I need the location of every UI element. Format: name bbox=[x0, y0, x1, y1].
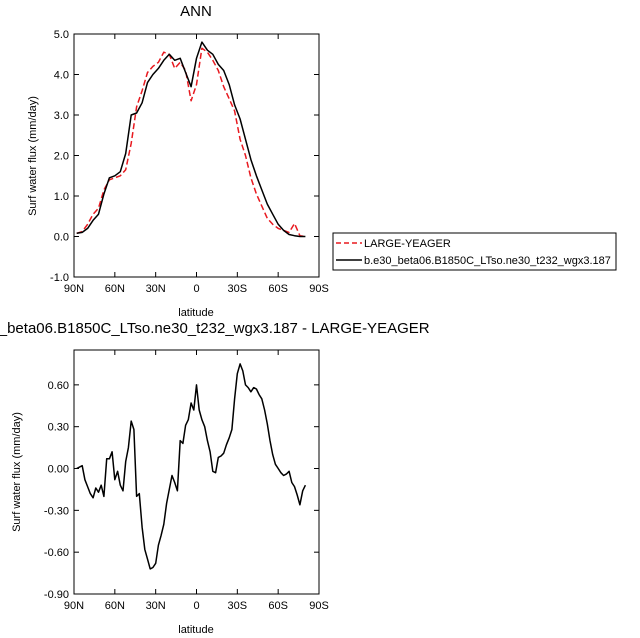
y-tick-label: -0.90 bbox=[44, 589, 69, 601]
x-tick-label: 90N bbox=[64, 283, 84, 295]
y-tick-label: 5.0 bbox=[54, 29, 69, 41]
x-axis-label: latitude bbox=[178, 624, 213, 636]
x-tick-label: 30S bbox=[228, 283, 248, 295]
y-axis-label: Surf water flux (mm/day) bbox=[27, 96, 39, 216]
y-tick-label: 0.30 bbox=[48, 422, 69, 434]
y-tick-label: 2.0 bbox=[54, 151, 69, 163]
y-tick-label: -1.0 bbox=[50, 272, 69, 284]
legend-entry-model-run: b.e30_beta06.B1850C_LTso.ne30_t232_wgx3.… bbox=[364, 255, 611, 267]
legend-box bbox=[332, 232, 617, 271]
panel-annual-mean: ANN 90N 60N 30N 0 30S 60S 90S -1.0 0.0 1.0 2.0 3.0 4… bbox=[27, 3, 329, 319]
x-tick-label: 90S bbox=[309, 600, 329, 612]
y-tick-label: 1.0 bbox=[54, 191, 69, 203]
y-tick-label: 0.60 bbox=[48, 380, 69, 392]
y-tick-label: -0.30 bbox=[44, 505, 69, 517]
x-tick-label: 30S bbox=[228, 600, 248, 612]
y-tick-label: 3.0 bbox=[54, 110, 69, 122]
x-tick-label: 60S bbox=[268, 283, 288, 295]
y-tick-label: 0.0 bbox=[54, 232, 69, 244]
y-tick-label: 0.00 bbox=[48, 464, 69, 476]
x-tick-label: 60S bbox=[268, 600, 288, 612]
series-line-0 bbox=[76, 47, 306, 238]
x-tick-label: 30N bbox=[146, 283, 166, 295]
x-tick-label: 60N bbox=[105, 283, 125, 295]
x-tick-label: 0 bbox=[193, 283, 199, 295]
y-tick-label: 4.0 bbox=[54, 70, 69, 82]
plot-frame bbox=[73, 33, 320, 278]
y-tick-label: -0.60 bbox=[44, 547, 69, 559]
legend-entry-large-yeager: LARGE-YEAGER bbox=[364, 238, 451, 250]
y-axis-label: Surf water flux (mm/day) bbox=[11, 412, 23, 532]
x-tick-label: 60N bbox=[105, 600, 125, 612]
chart-title: ANN bbox=[180, 3, 212, 20]
legend: LARGE-YEAGER b.e30_beta06.B1850C_LTso.ne… bbox=[332, 232, 617, 271]
x-tick-label: 0 bbox=[193, 600, 199, 612]
chart-title: 0_beta06.B1850C_LTso.ne30_t232_wgx3.187 … bbox=[0, 320, 430, 337]
x-tick-label: 90N bbox=[64, 600, 84, 612]
series-line-0 bbox=[76, 363, 307, 570]
x-axis-label: latitude bbox=[178, 307, 213, 319]
panel-difference: 0_beta06.B1850C_LTso.ne30_t232_wgx3.187 … bbox=[0, 320, 430, 636]
series-line-1 bbox=[76, 41, 306, 238]
x-tick-label: 30N bbox=[146, 600, 166, 612]
x-tick-label: 90S bbox=[309, 283, 329, 295]
